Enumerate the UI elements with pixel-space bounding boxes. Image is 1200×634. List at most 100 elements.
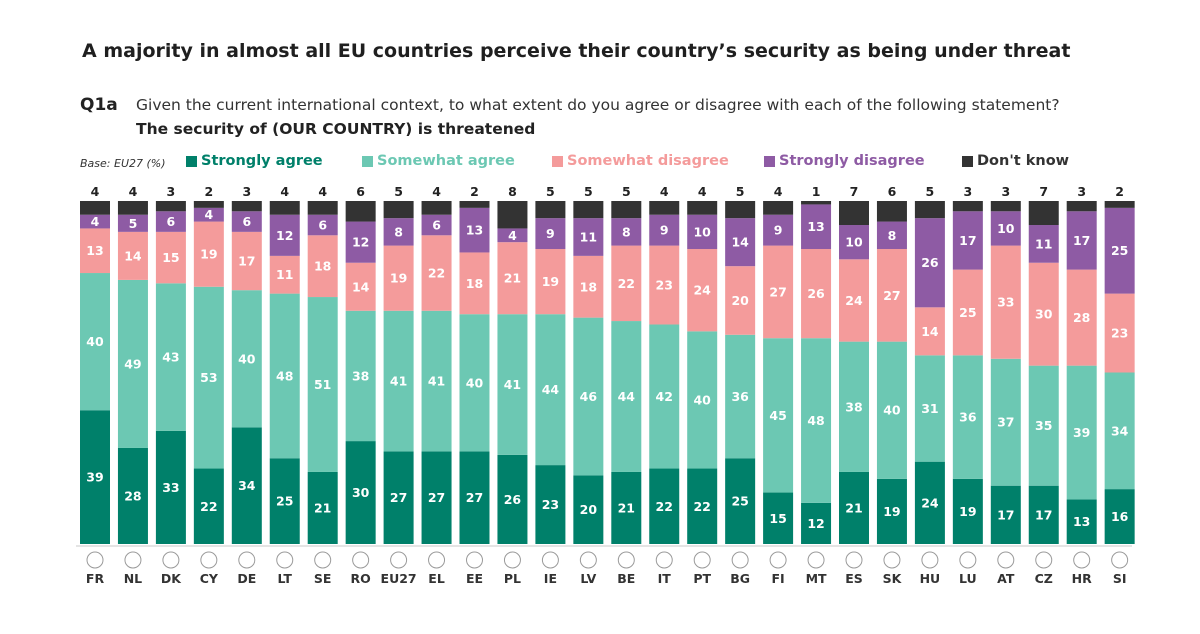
bar-segment-somewhat-agree	[649, 324, 680, 469]
data-label-strongly-agree: 25	[731, 494, 748, 509]
data-label-somewhat-agree: 40	[693, 392, 711, 407]
question-statement: The security of (OUR COUNTRY) is threate…	[136, 120, 536, 138]
data-label-somewhat-agree: 37	[997, 415, 1014, 430]
legend-label-somewhat-disagree: Somewhat disagree	[567, 153, 729, 169]
x-tick-label: EE	[466, 571, 483, 586]
bar-segment-strongly-agree	[231, 427, 262, 544]
data-label-dont-know: 4	[318, 184, 327, 199]
bar-segment-strongly-agree	[193, 468, 224, 544]
data-label-strongly-agree: 26	[504, 492, 522, 507]
bar-segment-somewhat-disagree	[269, 255, 300, 294]
bar-segment-strongly-agree	[573, 475, 604, 544]
bar-segment-strongly-disagree	[269, 214, 300, 256]
data-label-strongly-disagree: 9	[774, 223, 783, 238]
bar-segment-somewhat-disagree	[914, 307, 945, 356]
data-label-somewhat-disagree: 30	[1035, 307, 1053, 322]
bar-segment-strongly-disagree	[421, 214, 452, 236]
data-label-dont-know: 7	[850, 184, 859, 199]
bar-segment-strongly-disagree	[383, 218, 414, 246]
x-tick-label: ES	[845, 571, 863, 586]
data-label-somewhat-agree: 41	[390, 374, 407, 389]
bar-segment-somewhat-agree	[421, 310, 452, 452]
data-label-strongly-agree: 23	[542, 497, 559, 512]
flag-icon	[1035, 551, 1053, 569]
bar-segment-strongly-agree	[687, 468, 718, 544]
data-label-somewhat-disagree: 14	[352, 279, 370, 294]
flag-icon	[162, 551, 180, 569]
data-label-strongly-disagree: 4	[204, 207, 213, 222]
data-label-somewhat-disagree: 14	[124, 248, 142, 263]
bar-segment-strongly-disagree	[611, 218, 642, 246]
bar-segment-strongly-disagree	[801, 204, 832, 250]
bar-segment-strongly-agree	[725, 458, 756, 544]
bar-segment-strongly-disagree	[497, 228, 528, 243]
data-label-somewhat-disagree: 26	[807, 286, 825, 301]
data-label-dont-know: 5	[546, 184, 555, 199]
bar-segment-strongly-disagree	[345, 221, 376, 263]
bar-segment-somewhat-agree	[611, 321, 642, 472]
bar-segment-dont-know	[801, 201, 832, 205]
bar-segment-dont-know	[839, 201, 869, 226]
x-tick-label: HR	[1072, 571, 1092, 586]
bar-segment-strongly-disagree	[649, 214, 680, 246]
bar-segment-dont-know	[1104, 201, 1135, 208]
bar-segment-somewhat-disagree	[1066, 269, 1097, 366]
bar-segment-dont-know	[117, 201, 148, 215]
bar-segment-dont-know	[914, 201, 945, 219]
data-label-dont-know: 3	[1077, 184, 1086, 199]
flag-icon	[617, 551, 635, 569]
data-label-dont-know: 2	[470, 184, 479, 199]
flag-icon	[579, 551, 597, 569]
bar-segment-somewhat-agree	[459, 314, 490, 452]
data-label-somewhat-disagree: 27	[883, 288, 900, 303]
data-label-strongly-agree: 22	[693, 499, 710, 514]
x-tick-label: CY	[200, 571, 219, 586]
bar-segment-strongly-disagree	[1104, 207, 1135, 294]
legend-label-dont-know: Don't know	[977, 153, 1070, 169]
bar-segment-strongly-agree	[763, 492, 794, 544]
data-label-somewhat-disagree: 25	[959, 305, 976, 320]
x-tick-label: NL	[124, 571, 142, 586]
flag-icon	[390, 551, 408, 569]
flag-icon	[466, 551, 483, 569]
bar-segment-somewhat-disagree	[725, 266, 756, 335]
data-label-somewhat-agree: 39	[1073, 425, 1090, 440]
bar-segment-strongly-disagree	[231, 211, 262, 232]
bar-segment-strongly-agree	[876, 478, 907, 544]
data-label-strongly-agree: 22	[200, 499, 217, 514]
legend-swatch-strongly-agree	[186, 155, 197, 167]
data-label-strongly-agree: 17	[1035, 507, 1052, 522]
x-tick-label: SI	[1113, 571, 1127, 586]
legend-label-strongly-disagree: Strongly disagree	[779, 153, 925, 169]
data-label-dont-know: 2	[204, 184, 213, 199]
data-label-somewhat-disagree: 17	[238, 254, 255, 269]
data-label-somewhat-disagree: 21	[504, 271, 521, 286]
data-label-strongly-disagree: 25	[1111, 243, 1128, 258]
legend-swatch-somewhat-disagree	[552, 155, 563, 167]
bar-segment-somewhat-agree	[155, 283, 186, 431]
data-label-strongly-agree: 19	[883, 504, 900, 519]
flag-icon	[959, 551, 977, 569]
bar-segment-somewhat-disagree	[383, 245, 414, 311]
data-label-somewhat-agree: 49	[124, 356, 141, 371]
bar-segment-somewhat-disagree	[155, 231, 186, 284]
data-label-strongly-disagree: 17	[959, 233, 976, 248]
bar-segment-somewhat-disagree	[611, 245, 642, 322]
bar-segment-somewhat-disagree	[459, 252, 490, 315]
bar-segment-dont-know	[497, 201, 528, 229]
x-tick-label: LT	[278, 571, 293, 586]
bar-segment-strongly-agree	[497, 454, 528, 544]
data-label-strongly-disagree: 11	[580, 230, 597, 245]
bar-segment-strongly-agree	[459, 451, 490, 544]
legend-label-somewhat-agree: Somewhat agree	[377, 153, 515, 169]
x-tick-label: FI	[771, 571, 784, 586]
data-label-somewhat-agree: 48	[807, 413, 824, 428]
flag-icon	[428, 551, 446, 569]
legend-swatch-strongly-disagree	[764, 155, 775, 167]
data-label-somewhat-disagree: 11	[276, 267, 293, 282]
legend-item-strongly-disagree: Strongly disagree	[764, 153, 925, 169]
x-tick-label: LV	[580, 571, 596, 586]
data-label-somewhat-disagree: 23	[656, 278, 673, 293]
bar-segment-dont-know	[573, 201, 604, 219]
